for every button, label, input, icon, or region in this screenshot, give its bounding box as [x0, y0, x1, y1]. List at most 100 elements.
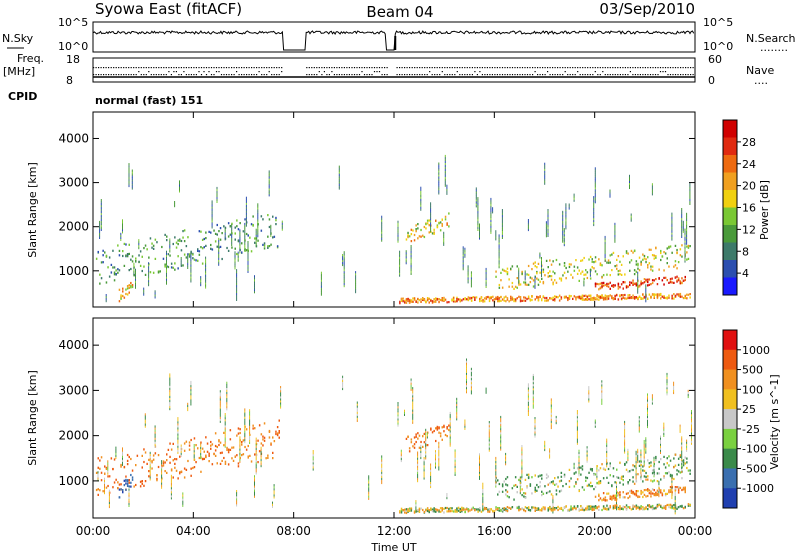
data-cell — [682, 230, 684, 233]
data-cell — [656, 296, 659, 300]
data-cell — [249, 427, 251, 430]
data-cell — [691, 442, 692, 445]
data-cell — [143, 291, 145, 294]
data-cell — [211, 200, 213, 203]
data-cell — [563, 236, 565, 239]
data-cell — [521, 272, 523, 275]
data-cell — [430, 204, 432, 207]
data-cell — [205, 270, 207, 273]
data-cell — [677, 489, 680, 492]
data-cell — [691, 414, 692, 417]
data-cell — [640, 505, 642, 508]
nave-dot — [323, 67, 325, 69]
data-cell — [428, 301, 430, 304]
data-cell — [681, 225, 683, 228]
nave-dot — [228, 67, 230, 69]
nave-dot — [363, 67, 366, 69]
y-tick-label: 3000 — [58, 176, 89, 190]
data-cell — [485, 283, 487, 286]
data-cell — [477, 220, 479, 224]
data-cell — [616, 508, 617, 511]
data-cell — [676, 507, 678, 510]
nave-dot — [496, 67, 498, 69]
data-cell — [161, 460, 163, 463]
data-cell — [686, 258, 688, 261]
data-cell — [614, 498, 616, 501]
data-cell — [257, 229, 259, 232]
nave-dot — [439, 67, 441, 69]
data-cell — [505, 452, 507, 456]
data-cell — [583, 273, 585, 276]
nave-dot — [567, 67, 569, 69]
data-cell — [239, 448, 241, 451]
freq-dot — [348, 74, 350, 76]
data-cell — [669, 503, 672, 506]
freq-dot — [366, 74, 368, 76]
data-cell — [658, 268, 660, 271]
data-cell — [645, 443, 647, 446]
data-cell — [105, 486, 108, 489]
data-cell — [482, 490, 484, 494]
data-cell — [133, 272, 135, 275]
data-cell — [562, 228, 564, 231]
data-cell — [415, 433, 417, 436]
data-cell — [485, 273, 487, 277]
data-cell — [172, 459, 174, 462]
data-cell — [407, 435, 409, 438]
data-cell — [113, 271, 116, 274]
data-cell — [550, 408, 552, 411]
data-cell — [435, 439, 437, 443]
data-cell — [270, 243, 272, 246]
data-cell — [234, 226, 236, 229]
data-cell — [205, 244, 207, 247]
colorbar-segment — [723, 242, 737, 261]
data-cell — [149, 451, 151, 454]
data-cell — [423, 463, 425, 466]
data-cell — [681, 219, 683, 223]
data-cell — [544, 508, 546, 511]
data-cell — [583, 508, 585, 511]
data-cell — [495, 296, 497, 299]
data-cell — [666, 262, 668, 265]
data-cell — [531, 506, 533, 509]
data-cell — [405, 256, 407, 259]
data-cell — [573, 506, 576, 510]
data-cell — [526, 507, 528, 510]
data-cell — [273, 486, 275, 489]
colorbar-segment — [723, 277, 737, 296]
freq-dot — [341, 74, 343, 76]
data-cell — [226, 408, 228, 411]
data-cell — [689, 190, 691, 194]
data-cell — [451, 507, 453, 510]
data-cell — [687, 246, 690, 249]
data-cell — [606, 284, 608, 288]
data-cell — [629, 479, 631, 482]
data-cell — [647, 488, 649, 491]
data-cell — [580, 259, 582, 262]
data-cell — [177, 433, 179, 436]
data-cell — [531, 476, 533, 479]
data-cell — [249, 454, 251, 457]
data-cell — [477, 228, 479, 231]
data-cell — [226, 387, 228, 390]
data-cell — [682, 222, 684, 225]
data-cell — [241, 454, 243, 457]
data-cell — [684, 244, 686, 247]
freq-dot — [441, 71, 443, 73]
data-cell — [430, 479, 432, 482]
freq-dot — [469, 74, 471, 76]
data-cell — [224, 234, 226, 237]
data-cell — [128, 167, 130, 170]
data-cell — [534, 280, 536, 283]
nave-dot — [190, 67, 192, 69]
data-cell — [242, 439, 245, 442]
data-cell — [236, 286, 238, 290]
data-cell — [206, 442, 209, 445]
data-cell — [179, 180, 180, 183]
data-cell — [441, 297, 443, 300]
data-cell — [479, 459, 480, 462]
freq-dot — [529, 74, 531, 76]
data-cell — [601, 285, 603, 288]
data-cell — [477, 226, 479, 229]
data-cell — [100, 228, 102, 231]
